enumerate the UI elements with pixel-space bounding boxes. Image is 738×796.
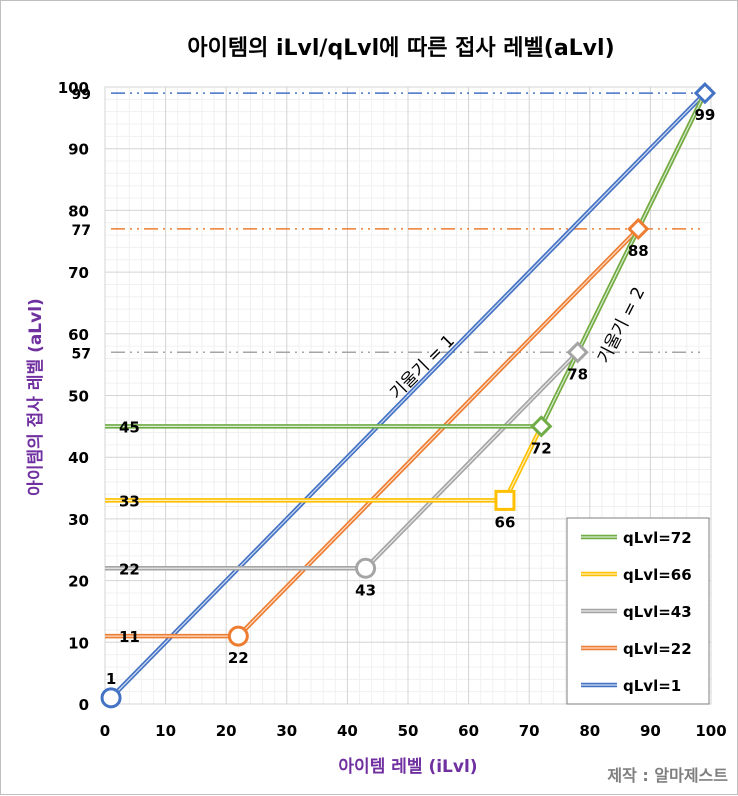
credit-text: 제작 : 알마제스트 bbox=[607, 766, 728, 785]
y-tick-label: 100 bbox=[58, 79, 89, 97]
x-tick-label: 0 bbox=[100, 722, 110, 740]
reference-line-label: 57 bbox=[72, 346, 91, 362]
data-label: 66 bbox=[495, 513, 516, 531]
reference-line-label: 77 bbox=[72, 223, 91, 239]
slope-annotation: 기울기 = 1 bbox=[386, 331, 459, 404]
level-label: 11 bbox=[119, 628, 140, 646]
level-labels: 45 33 22 11 bbox=[119, 418, 140, 646]
y-tick-label: 30 bbox=[68, 511, 89, 529]
x-tick-label: 90 bbox=[640, 722, 661, 740]
x-tick-label: 30 bbox=[276, 722, 297, 740]
legend-entry-label: qLvl=1 bbox=[623, 677, 681, 695]
y-tick-label: 10 bbox=[68, 634, 89, 652]
x-tick-label: 100 bbox=[695, 722, 726, 740]
data-point-marker bbox=[355, 557, 377, 579]
data-label: 72 bbox=[531, 439, 552, 457]
x-tick-label: 60 bbox=[458, 722, 479, 740]
data-point-marker bbox=[566, 341, 589, 364]
level-label: 45 bbox=[119, 418, 140, 436]
y-axis-label: 아이템의 접사 레벨 (aLvl) bbox=[26, 298, 46, 496]
markers: 1 22 43 66 72 78 88 99 bbox=[100, 82, 717, 709]
x-axis-label: 아이템 레벨 (iLvl) bbox=[338, 757, 477, 777]
level-label: 33 bbox=[119, 492, 140, 510]
data-label: 1 bbox=[106, 670, 116, 688]
data-label: 78 bbox=[567, 365, 588, 383]
data-point-marker bbox=[627, 217, 650, 241]
major-grid bbox=[104, 86, 712, 705]
data-point-marker bbox=[494, 489, 516, 511]
data-point-marker bbox=[530, 415, 553, 438]
y-tick-label: 0 bbox=[79, 696, 89, 714]
level-label: 22 bbox=[119, 560, 140, 578]
y-tick-label: 60 bbox=[68, 326, 89, 344]
plot-area-border bbox=[104, 86, 712, 705]
data-label: 99 bbox=[695, 106, 716, 124]
x-tick-label: 50 bbox=[398, 722, 419, 740]
legend-entry-label: qLvl=43 bbox=[623, 603, 692, 621]
reference-line-label: 99 bbox=[72, 87, 91, 103]
x-tick-labels: 0 10 20 30 40 50 60 70 80 90 100 bbox=[100, 722, 727, 740]
y-tick-label: 90 bbox=[68, 141, 89, 159]
y-tick-label: 50 bbox=[68, 388, 89, 406]
y-tick-label: 70 bbox=[68, 264, 89, 282]
x-tick-label: 70 bbox=[519, 722, 540, 740]
x-tick-label: 40 bbox=[337, 722, 358, 740]
y-tick-label: 40 bbox=[68, 449, 89, 467]
legend-entry-label: qLvl=66 bbox=[623, 566, 692, 584]
y-tick-label: 20 bbox=[68, 573, 89, 591]
data-label: 22 bbox=[228, 649, 249, 667]
legend: qLvl=72 qLvl=66 qLvl=43 qLvl=22 qLvl=1 bbox=[566, 517, 710, 705]
data-point-marker bbox=[227, 625, 249, 647]
y-tick-labels: 0 10 20 30 40 50 60 70 80 90 100 bbox=[58, 79, 89, 714]
legend-entry-label: qLvl=72 bbox=[623, 529, 692, 547]
data-label: 43 bbox=[355, 581, 376, 599]
series-line-highlight bbox=[110, 92, 706, 699]
x-tick-label: 10 bbox=[155, 722, 176, 740]
x-tick-label: 80 bbox=[579, 722, 600, 740]
reference-lines: 99 77 57 bbox=[72, 87, 705, 362]
chart-title: 아이템의 iLvl/qLvl에 따른 접사 레벨(aLvl) bbox=[187, 36, 614, 61]
y-tick-label: 80 bbox=[68, 202, 89, 220]
data-label: 88 bbox=[628, 242, 649, 260]
data-point-marker bbox=[100, 687, 122, 709]
data-point-marker bbox=[693, 82, 717, 105]
x-tick-label: 20 bbox=[216, 722, 237, 740]
legend-entry-label: qLvl=22 bbox=[623, 640, 692, 658]
